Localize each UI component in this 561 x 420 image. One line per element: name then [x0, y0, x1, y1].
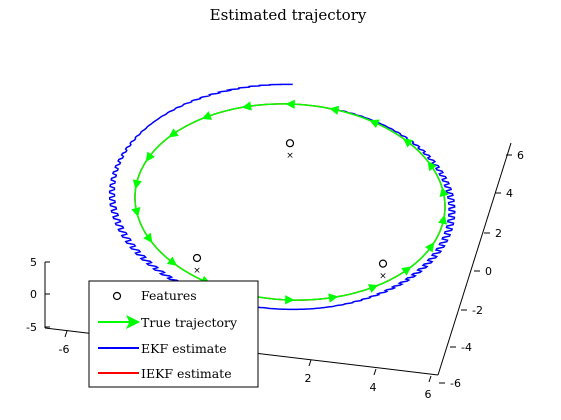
true-trajectory-arrow — [285, 99, 295, 109]
chart-title: Estimated trajectory — [210, 6, 367, 24]
true-trajectory-arrow — [285, 295, 295, 305]
true-trajectory-arrow — [143, 232, 153, 244]
feature-estimate-marker: × — [379, 272, 387, 282]
true-trajectory-arrow — [145, 151, 155, 162]
y-tick-label: -4 — [461, 341, 472, 354]
true-trajectory-arrow — [367, 284, 379, 293]
y-tick-label: 6 — [517, 149, 524, 162]
feature-estimate-marker: × — [286, 151, 294, 161]
legend-ekf-label: EKF estimate — [141, 341, 227, 356]
x-tick-mark — [64, 330, 68, 338]
feature-marker — [192, 253, 202, 263]
z-tick-label: -5 — [26, 321, 37, 334]
true-trajectory-arrow — [329, 105, 340, 115]
true-trajectory-arrow — [439, 186, 449, 197]
feature-estimate-marker: × — [193, 266, 201, 276]
true-trajectory-arrow — [166, 256, 178, 266]
true-trajectory-arrow — [402, 138, 414, 148]
feature-markers: × × × — [192, 139, 388, 282]
true-trajectory-arrow — [131, 207, 141, 218]
x-tick-label: 6 — [425, 388, 432, 401]
ekf-estimate-line — [108, 83, 456, 311]
true-trajectory-arrow — [427, 160, 437, 172]
x-tick-label: 4 — [370, 381, 377, 394]
y-tick-label: -6 — [450, 377, 461, 390]
x-tick-label: -6 — [59, 343, 70, 356]
true-trajectory-arrow — [168, 128, 179, 138]
feature-marker — [378, 259, 388, 268]
true-trajectory-arrow — [438, 214, 448, 225]
legend-iekf-label: IEKF estimate — [141, 366, 232, 381]
y-tick-label: 0 — [485, 265, 492, 278]
tick-labels: 5 0 -5 -6 2 4 6 -6 -4 -2 0 2 4 6 — [26, 149, 524, 401]
y-axis-line — [437, 142, 512, 376]
z-tick-label: 5 — [30, 256, 37, 269]
y-tick-label: 2 — [495, 227, 502, 240]
y-tick-label: -2 — [472, 304, 483, 317]
x-tick-mark — [308, 359, 312, 367]
legend-true-label: True trajectory — [141, 315, 238, 330]
x-tick-label: 2 — [305, 372, 312, 385]
true-trajectory-arrow — [425, 242, 435, 253]
true-trajectory-arrow — [328, 293, 339, 303]
x-tick-mark — [428, 375, 432, 383]
true-trajectory-arrow — [132, 179, 142, 190]
legend: Features True trajectory EKF estimate IE… — [88, 280, 259, 388]
plot-area — [108, 83, 456, 311]
true-trajectory-arrow — [401, 266, 412, 276]
true-trajectory-arrow — [241, 101, 252, 111]
legend-features-marker — [112, 291, 122, 301]
true-trajectory-arrow — [369, 119, 380, 129]
tick-marks — [45, 154, 512, 384]
legend-true-arrowhead — [125, 314, 141, 330]
legend-features-label: Features — [141, 288, 197, 303]
z-tick-label: 0 — [30, 288, 37, 301]
x-tick-mark — [373, 368, 377, 376]
legend-box — [88, 280, 259, 388]
true-trajectory-arrow — [201, 111, 213, 120]
y-tick-label: 4 — [506, 187, 513, 200]
feature-marker — [285, 139, 295, 148]
